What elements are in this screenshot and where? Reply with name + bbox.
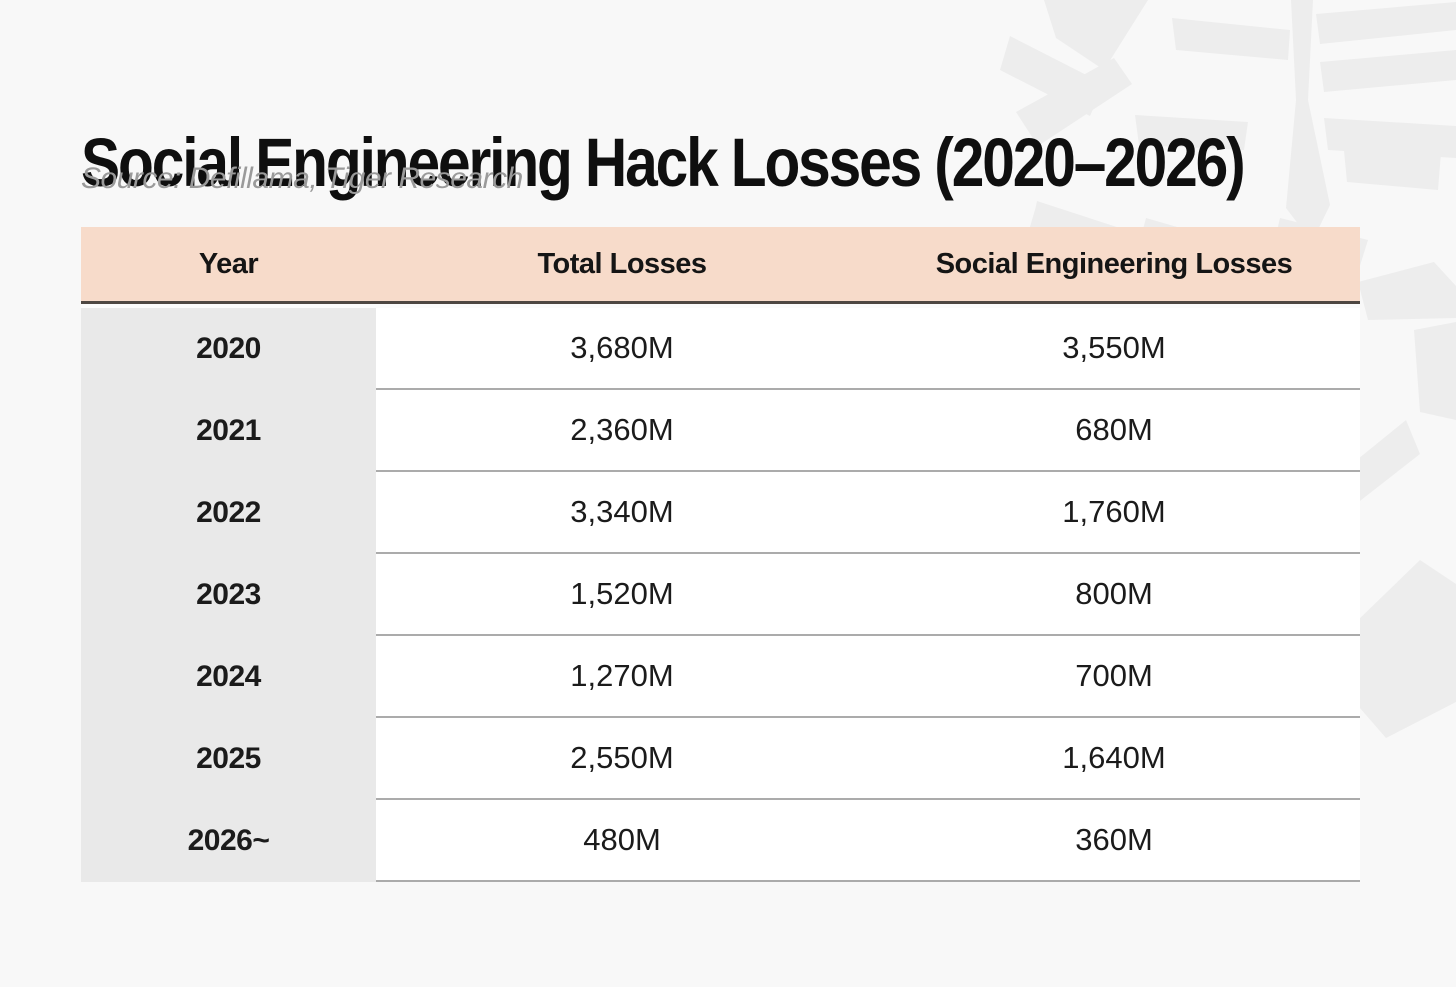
page-title: Social Engineering Hack Losses (2020–202… bbox=[81, 124, 1246, 202]
table-row: 2025 2,550M 1,640M bbox=[81, 718, 1360, 800]
column-header-year: Year bbox=[198, 247, 259, 280]
year-cell: 2020 bbox=[81, 308, 376, 390]
total-losses-cell: 1,520M bbox=[376, 554, 868, 636]
total-losses-cell: 1,270M bbox=[376, 636, 868, 718]
social-engineering-losses-cell: 680M bbox=[868, 390, 1360, 472]
social-engineering-losses-cell: 360M bbox=[868, 800, 1360, 882]
total-losses-cell: 2,360M bbox=[376, 390, 868, 472]
column-header-social-engineering-losses: Social Engineering Losses bbox=[935, 247, 1293, 280]
total-losses-cell: 3,340M bbox=[376, 472, 868, 554]
table-header-row: Year Total Losses Social Engineering Los… bbox=[81, 227, 1360, 304]
year-cell: 2021 bbox=[81, 390, 376, 472]
social-engineering-losses-cell: 700M bbox=[868, 636, 1360, 718]
source-caption: Source: Defillama, Tiger Research bbox=[81, 162, 523, 195]
social-engineering-losses-cell: 1,640M bbox=[868, 718, 1360, 800]
social-engineering-losses-cell: 1,760M bbox=[868, 472, 1360, 554]
total-losses-cell: 2,550M bbox=[376, 718, 868, 800]
year-cell: 2025 bbox=[81, 718, 376, 800]
table-row: 2023 1,520M 800M bbox=[81, 554, 1360, 636]
social-engineering-losses-cell: 3,550M bbox=[868, 308, 1360, 390]
year-cell: 2023 bbox=[81, 554, 376, 636]
table-body: 2020 3,680M 3,550M 2021 2,360M 680M 2022… bbox=[81, 304, 1360, 882]
table-row: 2022 3,340M 1,760M bbox=[81, 472, 1360, 554]
table-row: 2021 2,360M 680M bbox=[81, 390, 1360, 472]
total-losses-cell: 3,680M bbox=[376, 308, 868, 390]
table-row: 2020 3,680M 3,550M bbox=[81, 308, 1360, 390]
table-row: 2026~ 480M 360M bbox=[81, 800, 1360, 882]
social-engineering-losses-cell: 800M bbox=[868, 554, 1360, 636]
table-row: 2024 1,270M 700M bbox=[81, 636, 1360, 718]
year-cell: 2024 bbox=[81, 636, 376, 718]
column-header-total-losses: Total Losses bbox=[537, 247, 707, 280]
year-cell: 2026~ bbox=[81, 800, 376, 882]
losses-table: Year Total Losses Social Engineering Los… bbox=[81, 227, 1360, 882]
year-cell: 2022 bbox=[81, 472, 376, 554]
total-losses-cell: 480M bbox=[376, 800, 868, 882]
